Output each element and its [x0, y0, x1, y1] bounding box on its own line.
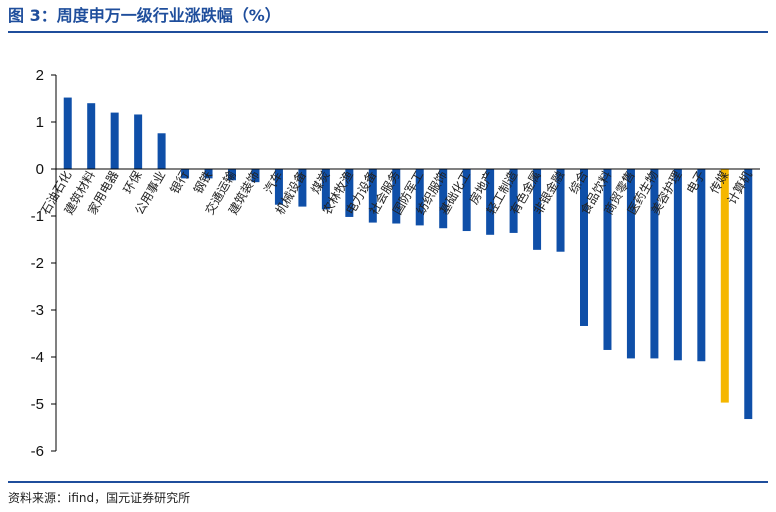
bar-21: [533, 169, 542, 250]
y-tick-label: 1: [36, 114, 44, 131]
title-rule: [8, 31, 768, 33]
bar-10: [274, 169, 283, 205]
bar-3: [110, 112, 119, 169]
bar-9: [251, 169, 260, 183]
y-tick-label: 2: [36, 67, 44, 84]
footer-rule: [8, 481, 768, 483]
y-tick-label: -2: [31, 255, 44, 272]
bar-29: [720, 169, 729, 403]
bar-15: [392, 169, 401, 224]
bar-12: [321, 169, 330, 210]
bar-11: [298, 169, 307, 207]
y-tick-label: -1: [31, 208, 44, 225]
category-label: 环保: [121, 169, 145, 197]
y-tick-label: -4: [31, 349, 44, 366]
bar-20: [509, 169, 518, 233]
bar-4: [134, 114, 143, 169]
bar-17: [439, 169, 448, 229]
bar-19: [486, 169, 495, 235]
y-tick-label: 0: [36, 161, 44, 178]
bar-16: [415, 169, 424, 226]
bar-24: [603, 169, 612, 350]
bar-18: [462, 169, 471, 232]
bar-6: [181, 169, 190, 179]
source-note: 资料来源：ifind，国元证券研究所: [8, 491, 191, 505]
y-tick-label: -6: [31, 443, 44, 460]
y-tick-label: -3: [31, 302, 44, 319]
y-tick-label: -5: [31, 396, 44, 413]
bar-25: [626, 169, 635, 359]
bar-26: [650, 169, 659, 359]
bar-8: [228, 169, 236, 181]
bar-23: [580, 169, 588, 326]
bar-14: [368, 169, 377, 223]
bar-5: [157, 133, 166, 169]
bar-1: [63, 97, 72, 169]
bar-22: [556, 169, 565, 252]
bar-13: [345, 169, 354, 217]
bar-27: [673, 169, 682, 361]
bar-2: [87, 103, 96, 169]
bar-7: [204, 169, 213, 179]
bar-28: [697, 169, 706, 362]
chart-title: 图 3：周度申万一级行业涨跌幅（%）: [8, 6, 281, 25]
bar-30: [744, 169, 753, 420]
